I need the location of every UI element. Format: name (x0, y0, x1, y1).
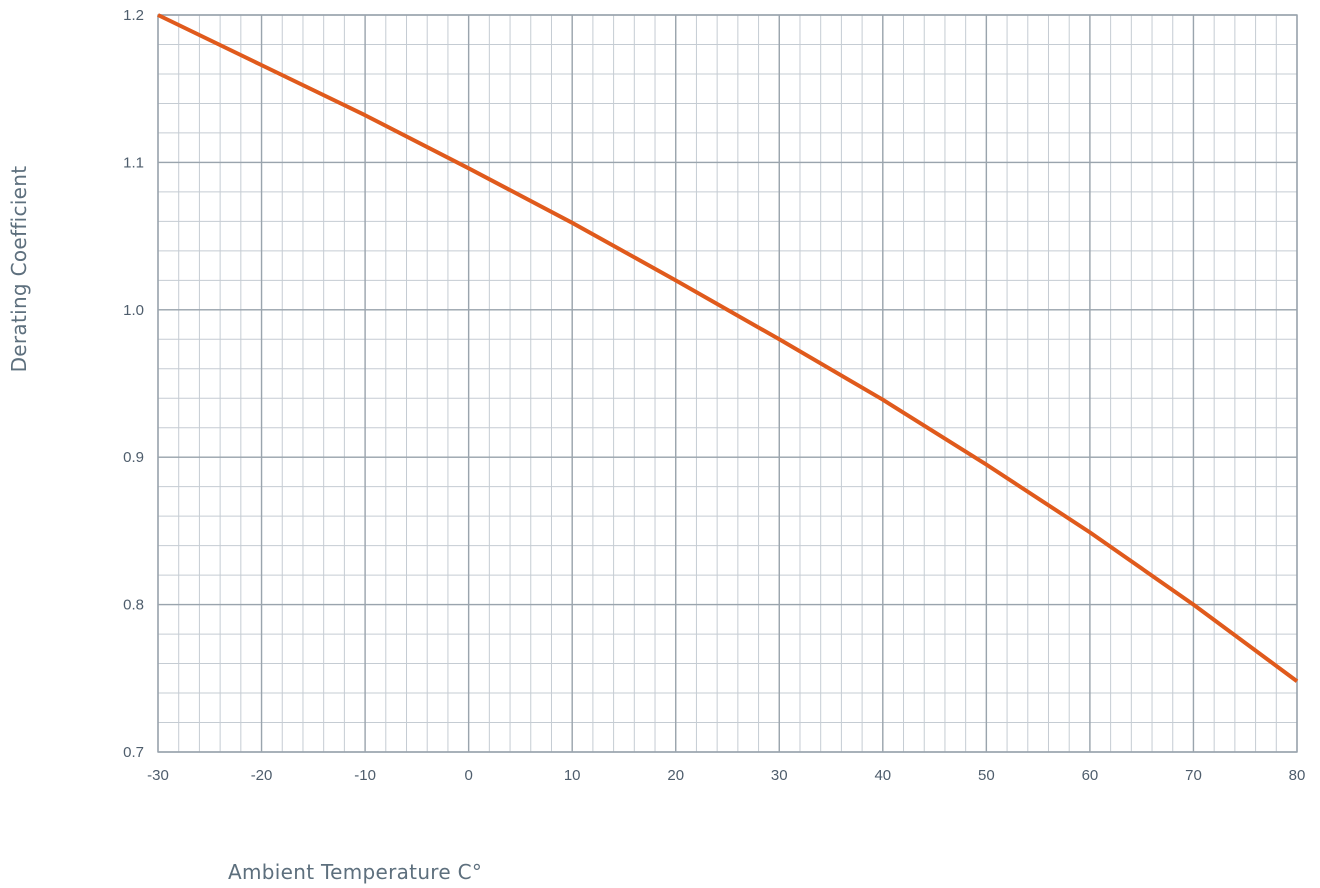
major-gridlines (158, 15, 1297, 752)
y-tick-label: 1.0 (123, 302, 144, 319)
y-tick-label: 0.9 (123, 449, 144, 466)
y-tick-label: 0.8 (123, 597, 144, 614)
x-tick-label: 70 (1185, 767, 1202, 784)
y-axis-tick-labels: 0.7 0.8 0.9 1.0 1.1 1.2 (123, 7, 144, 761)
x-tick-label: 80 (1289, 767, 1306, 784)
x-tick-label: 20 (667, 767, 684, 784)
x-axis-tick-labels: -30 -20 -10 0 10 20 30 40 50 60 70 80 (147, 767, 1305, 784)
x-tick-label: 0 (464, 767, 472, 784)
plot-area-border (158, 15, 1297, 752)
x-axis-title: Ambient Temperature C° (228, 860, 482, 884)
y-tick-label: 1.1 (123, 154, 144, 171)
x-tick-label: 30 (771, 767, 788, 784)
y-tick-label: 0.7 (123, 744, 144, 761)
x-tick-label: -10 (354, 767, 376, 784)
y-axis-title: Derating Coefficient (7, 166, 31, 373)
x-tick-label: -20 (251, 767, 273, 784)
x-tick-label: 50 (978, 767, 995, 784)
x-tick-label: 40 (874, 767, 891, 784)
series-layer (158, 15, 1297, 681)
minor-gridlines (158, 15, 1297, 752)
x-tick-label: -30 (147, 767, 169, 784)
y-tick-label: 1.2 (123, 7, 144, 24)
x-tick-label: 10 (564, 767, 581, 784)
derating-curve-line (158, 15, 1297, 681)
x-tick-label: 60 (1082, 767, 1099, 784)
